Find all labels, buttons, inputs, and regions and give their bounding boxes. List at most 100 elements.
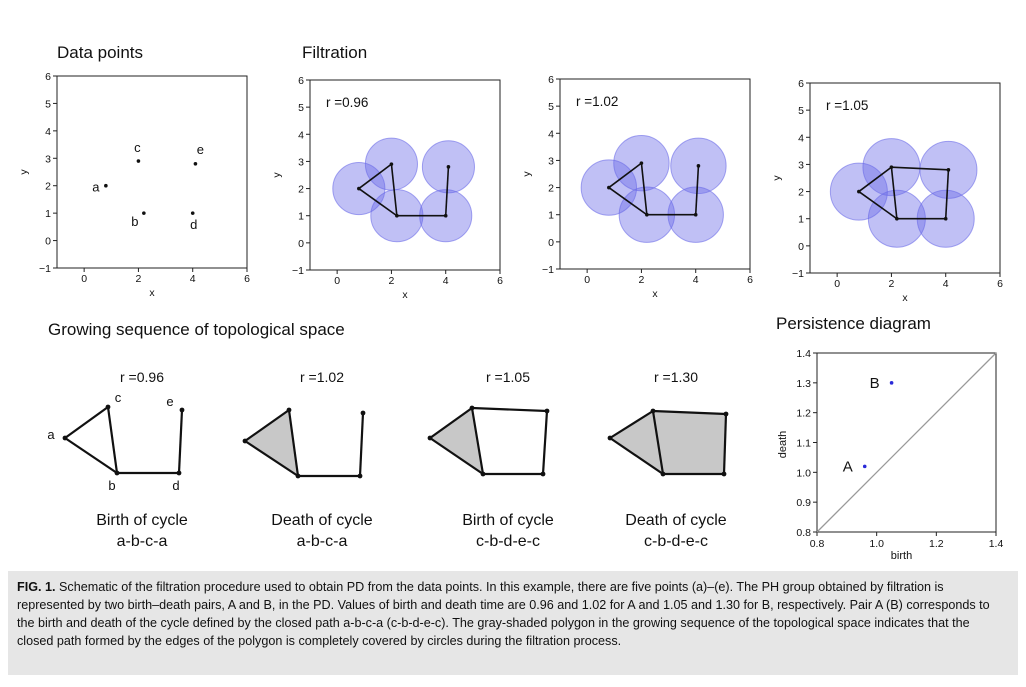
x-tick-label-3-3: 6 [997,278,1003,290]
x-tick-label-0-1: 2 [136,273,142,285]
seq-point-1-b [295,473,301,479]
seq-caption-line2-3: c-b-d-e-c [644,533,708,550]
seq-radius-label-1: r =1.02 [300,369,344,385]
y-tick-label-1-4: 3 [298,156,304,168]
filtration-edge-3-ce [891,166,949,171]
seq-edge-0-bc [106,406,119,474]
filtration-radius-label-3: r =1.05 [826,98,868,113]
data-point-d [190,211,195,215]
seq-shade-abc-2 [430,408,483,474]
data-point-label-d: d [190,217,197,232]
y-axis-label-3: y [771,175,783,181]
filtration-edge-3-ab [858,190,898,220]
figure-caption: FIG. 1. Schematic of the filtration proc… [8,571,1018,675]
seq-point-2-e [544,408,550,414]
filtration-edge-2-bc [640,163,648,215]
seq-edge-0-ca [64,406,109,439]
y-tick-label-0-7: 6 [45,71,51,83]
x-tick-label-3-0: 0 [834,278,840,290]
seq-edge-3-ca [609,410,654,439]
y-tick-label-1-3: 2 [298,184,304,196]
plot-frame-2 [559,78,751,270]
filtration-point-3-e [946,168,951,172]
pd-point-A [862,464,867,469]
pd-x-tick-label-1: 1.0 [869,538,884,550]
pd-x-tick-label-3: 1.4 [989,538,1004,550]
seq-edge-0-ab [64,437,118,474]
pd-y-axis-label: death [777,431,789,459]
seq-caption-line1-1: Death of cycle [271,512,372,529]
y-tick-label-2-2: 1 [548,210,554,222]
pd-y-tick-label-6: 1.4 [796,348,811,360]
data-point-label-e: e [197,142,204,157]
filtration-edge-3-ca [858,166,892,193]
y-tick-label-3-6: 5 [798,105,804,117]
seq-letter-a: a [47,427,55,442]
filtration-point-1-c [389,162,394,166]
y-tick-label-2-6: 5 [548,101,554,113]
pd-x-tick-label-2: 1.2 [929,538,944,550]
seq-point-3-a [607,435,613,441]
filtration-edge-2-ca [608,162,642,189]
filtration-edge-1-de [444,166,450,216]
seq-point-0-d [176,470,182,476]
seq-edge-3-ce [652,409,727,416]
figure-canvas: 0 2 4 6 −1 0 1 2 3 4 5 6 x y a b c d e 0 2 4 6 −1 0 1 2 3 4 5 6 x y r =0.… [18,71,1004,562]
x-tick-label-1-2: 4 [443,275,449,287]
seq-point-2-b [480,471,486,477]
seq-edge-3-bc [651,410,665,475]
x-tick-label-1-3: 6 [497,275,503,287]
filtration-edge-2-de [694,165,700,215]
filtration-radius-label-1: r =0.96 [326,95,368,110]
data-point-e [193,161,198,166]
filtration-point-3-a [857,189,861,194]
y-tick-label-3-7: 6 [798,78,804,90]
y-tick-label-3-5: 4 [798,132,804,144]
y-tick-label-2-0: −1 [542,264,554,276]
y-tick-label-3-2: 1 [798,214,804,226]
filtration-title: Filtration [302,43,368,62]
y-axis-label-0: y [18,169,30,175]
data-point-a [104,183,108,188]
seq-edge-3-ab [609,437,664,475]
seq-point-1-e [360,410,366,416]
pd-point-label-A: A [843,458,853,475]
filtration-point-1-e [446,165,451,169]
y-tick-label-0-5: 4 [45,126,51,138]
y-tick-label-2-7: 6 [548,74,554,86]
seq-caption-line1-0: Birth of cycle [96,512,188,529]
x-axis-label-0: x [149,287,155,299]
seq-caption-line1-2: Birth of cycle [462,512,554,529]
seq-radius-label-3: r =1.30 [654,369,698,385]
y-axis-label-1: y [271,172,283,178]
seq-edge-1-bc [287,409,300,477]
x-axis-label-3: x [902,292,908,304]
filtration-edge-2-ab [608,186,648,216]
seq-edge-0-de [177,409,184,474]
filtration-point-1-a [357,186,361,191]
pd-y-tick-label-5: 1.3 [796,378,811,390]
filtration-edge-3-bc [890,167,898,219]
x-tick-label-0-3: 6 [244,273,250,285]
seq-radius-label-2: r =1.05 [486,369,530,385]
data-point-label-a: a [92,180,100,195]
y-tick-label-2-4: 3 [548,155,554,167]
y-tick-label-0-1: 0 [45,236,51,248]
seq-point-0-c [105,404,111,410]
x-axis-label-1: x [402,289,408,301]
filtration-radius-label-2: r =1.02 [576,94,618,109]
persistence-title: Persistence diagram [776,314,931,333]
filtration-point-3-c [889,165,894,169]
data-point-label-c: c [134,140,141,155]
x-tick-label-2-1: 2 [639,274,645,286]
seq-point-1-d [357,473,363,479]
y-tick-label-1-1: 0 [298,238,304,250]
y-tick-label-3-4: 3 [798,159,804,171]
caption-text: Schematic of the filtration procedure us… [17,580,990,648]
seq-edge-2-de [541,410,549,475]
pd-y-tick-label-2: 1.0 [796,467,811,479]
seq-point-3-b [660,471,666,477]
seq-point-0-a [62,435,68,441]
x-axis-label-2: x [652,288,658,300]
data-point-c [136,159,141,163]
